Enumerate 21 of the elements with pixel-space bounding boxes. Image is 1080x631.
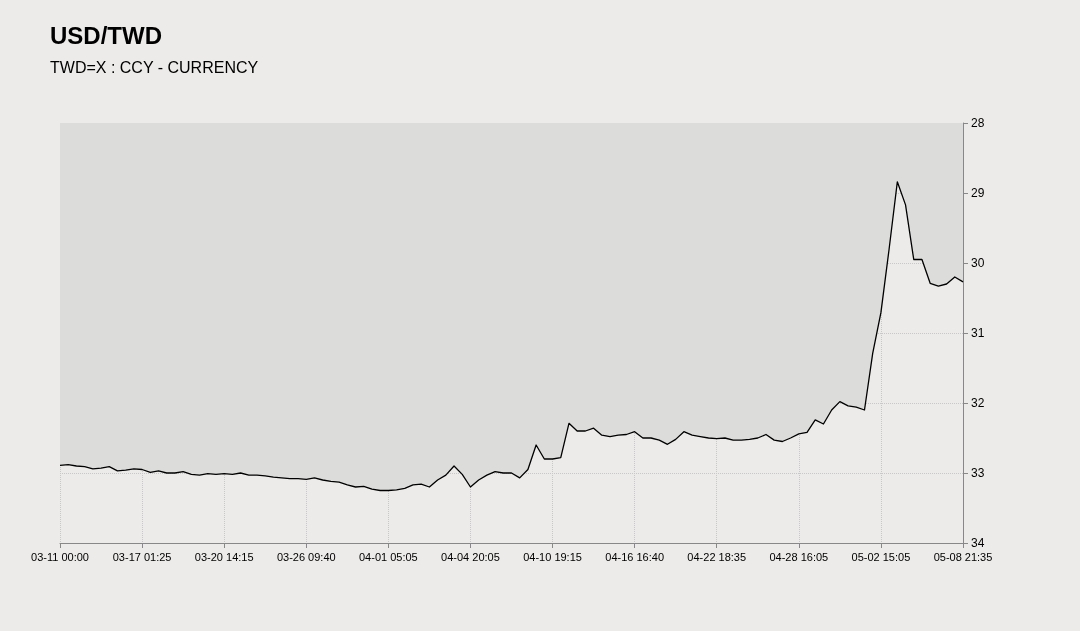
x-tick-label: 04-16 16:40	[605, 550, 664, 563]
x-tick-label: 04-22 18:35	[687, 550, 747, 563]
chart-title: USD/TWD	[50, 21, 162, 49]
y-tick-label: 29	[971, 186, 985, 200]
y-tick-label: 28	[971, 116, 985, 130]
x-tick-label: 04-01 05:05	[359, 550, 418, 563]
x-tick-label: 04-10 19:15	[523, 550, 582, 563]
y-tick-label: 30	[971, 256, 985, 270]
y-tick-label: 34	[971, 536, 985, 550]
x-tick-label: 03-17 01:25	[112, 550, 172, 563]
x-tick-label: 03-20 14:15	[194, 550, 254, 563]
x-tick-label: 05-02 15:05	[851, 550, 911, 563]
chart-subtitle: TWD=X : CCY - CURRENCY	[50, 58, 259, 76]
y-tick-label: 31	[971, 326, 985, 340]
x-tick-label: 05-08 21:35	[933, 550, 993, 563]
x-tick-label: 04-04 20:05	[441, 550, 500, 563]
x-tick-label: 03-26 09:40	[276, 550, 336, 563]
y-tick-label: 33	[971, 466, 985, 480]
y-tick-label: 32	[971, 396, 985, 410]
x-tick-label: 04-28 16:05	[769, 550, 829, 563]
x-tick-label: 03-11 00:00	[31, 550, 89, 563]
